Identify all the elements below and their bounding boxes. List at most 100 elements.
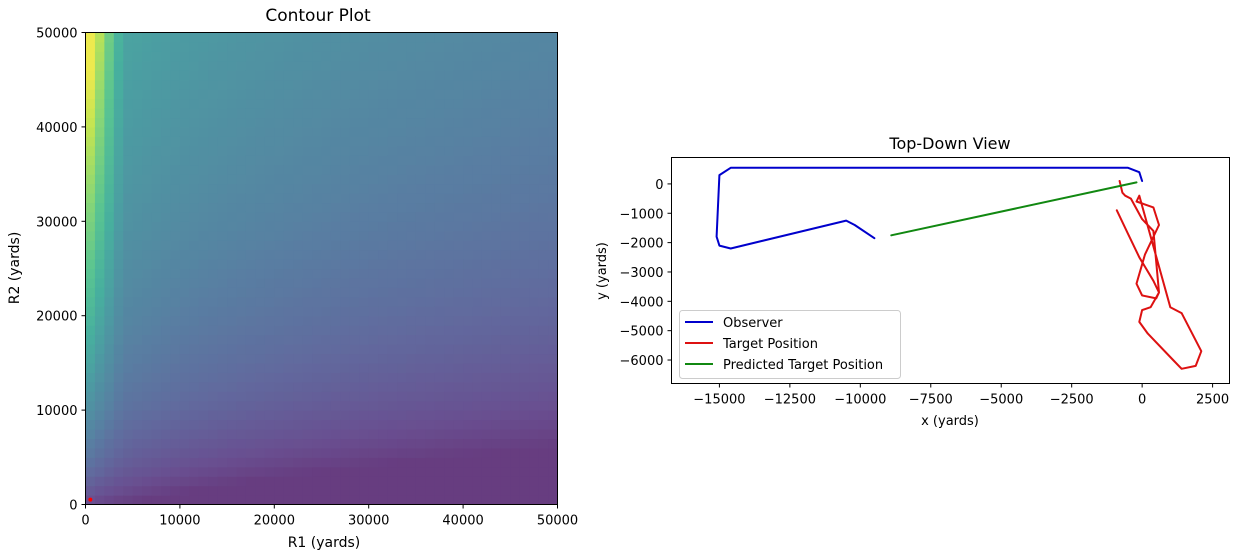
heatmap-cell: [255, 495, 266, 504]
heatmap-cell: [321, 145, 332, 156]
heatmap-cell: [283, 381, 294, 392]
heatmap-cell: [349, 174, 360, 185]
heatmap-cell: [359, 325, 370, 336]
heatmap-cell: [349, 400, 360, 411]
heatmap-cell: [151, 428, 162, 440]
heatmap-cell: [378, 136, 389, 147]
heatmap-cell: [94, 240, 105, 251]
heatmap-cell: [274, 108, 285, 119]
heatmap-cell: [434, 391, 445, 402]
heatmap-cell: [142, 230, 153, 241]
heatmap-cell: [312, 466, 323, 477]
heatmap-cell: [444, 438, 455, 449]
heatmap-cell: [208, 70, 219, 81]
heatmap-cell: [500, 240, 511, 251]
heatmap-cell: [217, 174, 228, 185]
heatmap-cell: [387, 259, 398, 270]
heatmap-cell: [198, 98, 209, 109]
heatmap-cell: [519, 353, 530, 364]
heatmap-cell: [283, 400, 294, 411]
heatmap-cell: [519, 419, 530, 430]
heatmap-cell: [123, 174, 134, 185]
legend: Observer Target Position Predicted Targe…: [679, 310, 901, 379]
heatmap-cell: [519, 155, 530, 166]
heatmap-cell: [472, 438, 483, 449]
heatmap-cell: [349, 495, 360, 504]
heatmap-cell: [453, 428, 464, 440]
heatmap-cell: [302, 410, 313, 421]
heatmap-cell: [330, 447, 341, 458]
heatmap-cells: [85, 32, 557, 504]
heatmap-cell: [264, 89, 275, 100]
heatmap-cell: [198, 400, 209, 411]
heatmap-cell: [104, 344, 115, 355]
heatmap-cell: [255, 202, 266, 213]
heatmap-cell: [529, 362, 540, 373]
heatmap-cell: [208, 164, 219, 175]
heatmap-cell: [321, 70, 332, 81]
heatmap-cell: [491, 277, 502, 288]
heatmap-cell: [113, 362, 124, 373]
heatmap-cell: [94, 334, 105, 345]
heatmap-cell: [217, 268, 228, 279]
heatmap-cell: [444, 306, 455, 317]
heatmap-cell: [255, 334, 266, 345]
heatmap-cell: [444, 240, 455, 251]
heatmap-cell: [397, 230, 408, 241]
heatmap-cell: [397, 155, 408, 166]
heatmap-cell: [245, 381, 257, 392]
heatmap-cell: [529, 155, 540, 166]
heatmap-cell: [500, 334, 511, 345]
heatmap-cell: [208, 211, 219, 222]
heatmap-cell: [406, 362, 417, 373]
heatmap-cell: [236, 334, 247, 345]
heatmap-cell: [264, 155, 275, 166]
heatmap-cell: [538, 466, 549, 477]
heatmap-cell: [481, 362, 493, 373]
heatmap-cell: [170, 428, 181, 440]
heatmap-cell: [321, 211, 332, 222]
heatmap-cell: [170, 60, 181, 71]
heatmap-cell: [387, 89, 398, 100]
heatmap-cell: [179, 79, 190, 90]
heatmap-cell: [302, 259, 313, 270]
heatmap-cell: [387, 306, 398, 317]
heatmap-cell: [434, 126, 445, 137]
heatmap-cell: [142, 41, 153, 52]
heatmap-cell: [255, 476, 266, 487]
heatmap-cell: [198, 126, 209, 137]
heatmap-cell: [330, 296, 341, 307]
heatmap-cell: [500, 495, 511, 504]
heatmap-cell: [340, 98, 351, 109]
heatmap-cell: [321, 419, 332, 430]
heatmap-cell: [425, 306, 436, 317]
heatmap-cell: [387, 155, 398, 166]
heatmap-cell: [217, 259, 228, 270]
heatmap-cell: [283, 353, 294, 364]
heatmap-cell: [85, 32, 96, 43]
heatmap-cell: [434, 32, 445, 43]
heatmap-cell: [425, 268, 436, 279]
heatmap-cell: [481, 334, 493, 345]
heatmap-cell: [453, 381, 464, 392]
heatmap-cell: [472, 485, 483, 496]
heatmap-cell: [529, 136, 540, 147]
heatmap-cell: [255, 372, 266, 383]
heatmap-cell: [330, 60, 341, 71]
heatmap-cell: [208, 447, 219, 458]
legend-box: [679, 310, 901, 379]
heatmap-cell: [481, 183, 493, 194]
heatmap-cell: [132, 476, 143, 487]
heatmap-cell: [321, 447, 332, 458]
heatmap-cell: [123, 240, 134, 251]
heatmap-cell: [463, 221, 474, 232]
heatmap-cell: [500, 79, 511, 90]
heatmap-cell: [387, 315, 398, 326]
heatmap-cell: [123, 419, 134, 430]
heatmap-cell: [94, 419, 105, 430]
heatmap-cell: [349, 447, 360, 458]
heatmap-cell: [245, 108, 257, 119]
heatmap-cell: [434, 164, 445, 175]
heatmap-cell: [151, 334, 162, 345]
heatmap-cell: [415, 32, 426, 43]
